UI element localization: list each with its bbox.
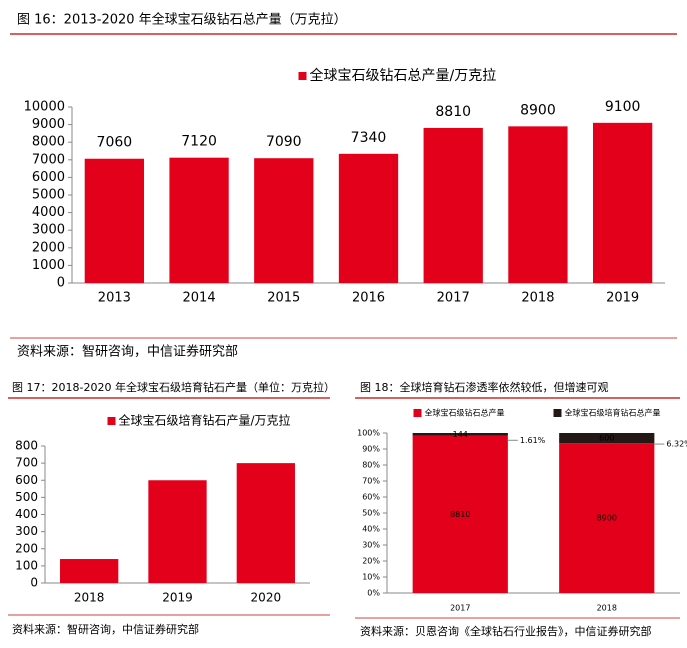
- y-tick-label: 4000: [32, 205, 65, 220]
- x-tick-label: 2020: [251, 591, 282, 605]
- bar: [148, 480, 207, 583]
- y-tick-label: 800: [15, 439, 38, 453]
- value-label: 7340: [351, 130, 387, 146]
- figure-title: 图 17：2018-2020 年全球宝石级培育钻石产量（单位：万克拉）: [12, 380, 335, 394]
- figure-title: 图 18：全球培育钻石渗透率依然较低，但增速可观: [360, 380, 609, 394]
- x-tick-label: 2019: [606, 291, 639, 306]
- legend-label: 全球宝石级钻石总产量/万克拉: [310, 67, 497, 84]
- y-tick-label: 100: [15, 558, 38, 572]
- legend-swatch: [553, 409, 562, 417]
- x-tick-label: 2017: [437, 291, 470, 306]
- y-tick-label: 80%: [362, 461, 380, 470]
- value-label: 144: [453, 430, 468, 439]
- y-tick-label: 40%: [362, 525, 380, 534]
- y-tick-label: 6000: [32, 170, 65, 185]
- y-tick-label: 5000: [32, 188, 65, 203]
- y-tick-label: 1000: [32, 258, 65, 273]
- source-note: 资料来源：贝恩咨询《全球钻石行业报告》，中信证券研究部: [360, 624, 652, 638]
- bar: [254, 158, 314, 283]
- x-tick-label: 2018: [521, 291, 554, 306]
- value-label: 7060: [97, 135, 133, 151]
- annotation: 1.61%: [520, 436, 546, 445]
- y-tick-label: 0: [57, 276, 65, 291]
- value-label: 8900: [520, 102, 556, 118]
- y-tick-label: 90%: [362, 445, 380, 454]
- y-tick-label: 2000: [32, 240, 65, 255]
- y-tick-label: 10000: [24, 100, 65, 115]
- x-tick-label: 2018: [597, 604, 617, 613]
- legend-label: 全球宝石级培育钻石总产量: [565, 408, 661, 418]
- annotation: 6.32%: [666, 440, 687, 449]
- legend-swatch: [413, 409, 422, 417]
- bar: [169, 157, 229, 283]
- y-tick-label: 10%: [362, 573, 380, 582]
- value-label: 8900: [597, 514, 617, 523]
- source-note: 资料来源：智研咨询，中信证券研究部: [12, 622, 199, 636]
- bar-segment: [559, 443, 655, 593]
- y-tick-label: 400: [15, 507, 38, 521]
- bar: [236, 463, 295, 583]
- bar: [338, 153, 399, 283]
- bar: [592, 122, 653, 283]
- value-label: 8810: [450, 510, 470, 519]
- y-tick-label: 50%: [362, 509, 380, 518]
- bar-segment: [559, 433, 655, 444]
- y-tick-label: 7000: [32, 152, 65, 167]
- y-tick-label: 100%: [357, 429, 380, 438]
- y-tick-label: 300: [15, 524, 38, 538]
- x-tick-label: 2015: [267, 291, 300, 306]
- y-tick-label: 0%: [367, 589, 380, 598]
- y-tick-label: 3000: [32, 223, 65, 238]
- y-tick-label: 70%: [362, 477, 380, 486]
- source-note: 资料来源：智研咨询，中信证券研究部: [17, 344, 238, 360]
- y-tick-label: 0: [30, 576, 38, 590]
- value-label: 7090: [266, 134, 302, 150]
- y-tick-label: 600: [15, 473, 38, 487]
- legend-swatch: [107, 417, 116, 425]
- y-tick-label: 9000: [32, 117, 65, 132]
- legend-swatch: [298, 72, 307, 80]
- y-tick-label: 500: [15, 490, 38, 504]
- x-tick-label: 2014: [183, 291, 216, 306]
- bar-segment: [412, 435, 508, 593]
- y-tick-label: 30%: [362, 541, 380, 550]
- legend-label: 全球宝石级钻石总产量: [425, 408, 505, 418]
- legend-label: 全球宝石级培育钻石产量/万克拉: [119, 413, 291, 428]
- y-tick-label: 20%: [362, 557, 380, 566]
- x-tick-label: 2016: [352, 291, 385, 306]
- x-tick-label: 2013: [98, 291, 131, 306]
- y-tick-label: 200: [15, 541, 38, 555]
- value-label: 7120: [181, 134, 217, 150]
- bar-segment: [412, 433, 508, 436]
- y-tick-label: 700: [15, 456, 38, 470]
- y-tick-label: 8000: [32, 135, 65, 150]
- x-tick-label: 2019: [162, 591, 193, 605]
- bar: [508, 126, 568, 283]
- bar: [423, 127, 483, 283]
- value-label: 8810: [435, 104, 471, 120]
- value-label: 9100: [605, 99, 641, 115]
- bar: [60, 559, 119, 583]
- figure-title: 图 16：2013-2020 年全球宝石级钻石总产量（万克拉）: [17, 12, 347, 28]
- x-tick-label: 2018: [74, 591, 105, 605]
- value-label: 600: [599, 434, 614, 443]
- y-tick-label: 60%: [362, 493, 380, 502]
- bar: [84, 158, 145, 283]
- x-tick-label: 2017: [450, 604, 470, 613]
